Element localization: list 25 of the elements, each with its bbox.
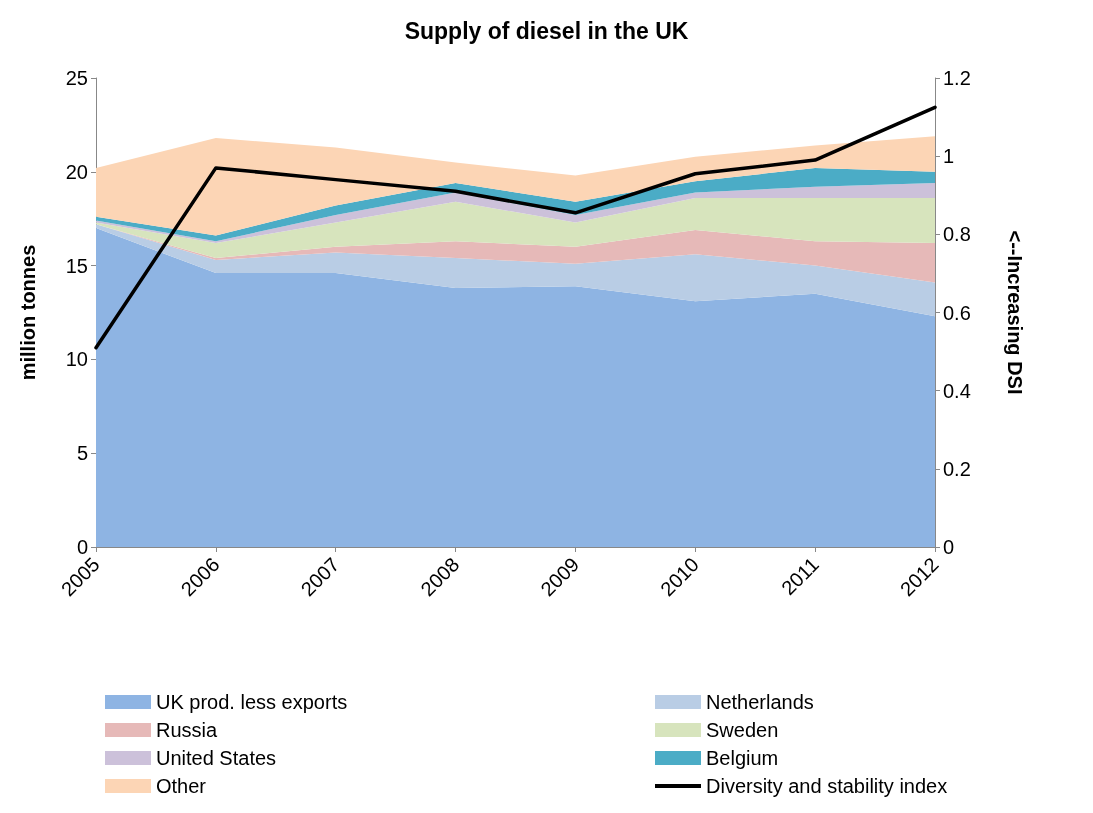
y-tick-label: 25 [65,67,88,89]
y2-tick-label: 0.4 [943,379,971,402]
chart-title: Supply of diesel in the UK [404,17,689,44]
legend-label: Sweden [706,719,779,741]
y2-tick-label: 0.8 [943,223,971,246]
legend-label: Other [156,775,207,797]
legend-label: Belgium [706,747,779,769]
y-axis-title: million tonnes [17,244,39,381]
legend-label: Russia [156,719,219,741]
y-tick-label: 5 [76,442,88,465]
y-tick-label: 20 [65,160,88,183]
legend-label: Diversity and stability index [706,775,948,797]
y2-tick-label: 1.2 [943,67,971,89]
legend-label: Netherlands [706,691,814,713]
y2-axis-title: <--Increasing DSI [1004,230,1026,395]
y2-tick-label: 0.2 [943,457,971,480]
legend-label: UK prod. less exports [156,691,348,713]
y-tick-label: 10 [65,348,88,371]
y2-tick-label: 0.6 [943,301,971,324]
y2-tick-label: 0 [943,536,955,558]
y-tick-label: 0 [76,536,88,558]
y2-tick-label: 1 [943,145,955,168]
line-series [94,105,937,350]
y-tick-label: 15 [65,254,88,277]
legend-label: United States [156,747,277,769]
